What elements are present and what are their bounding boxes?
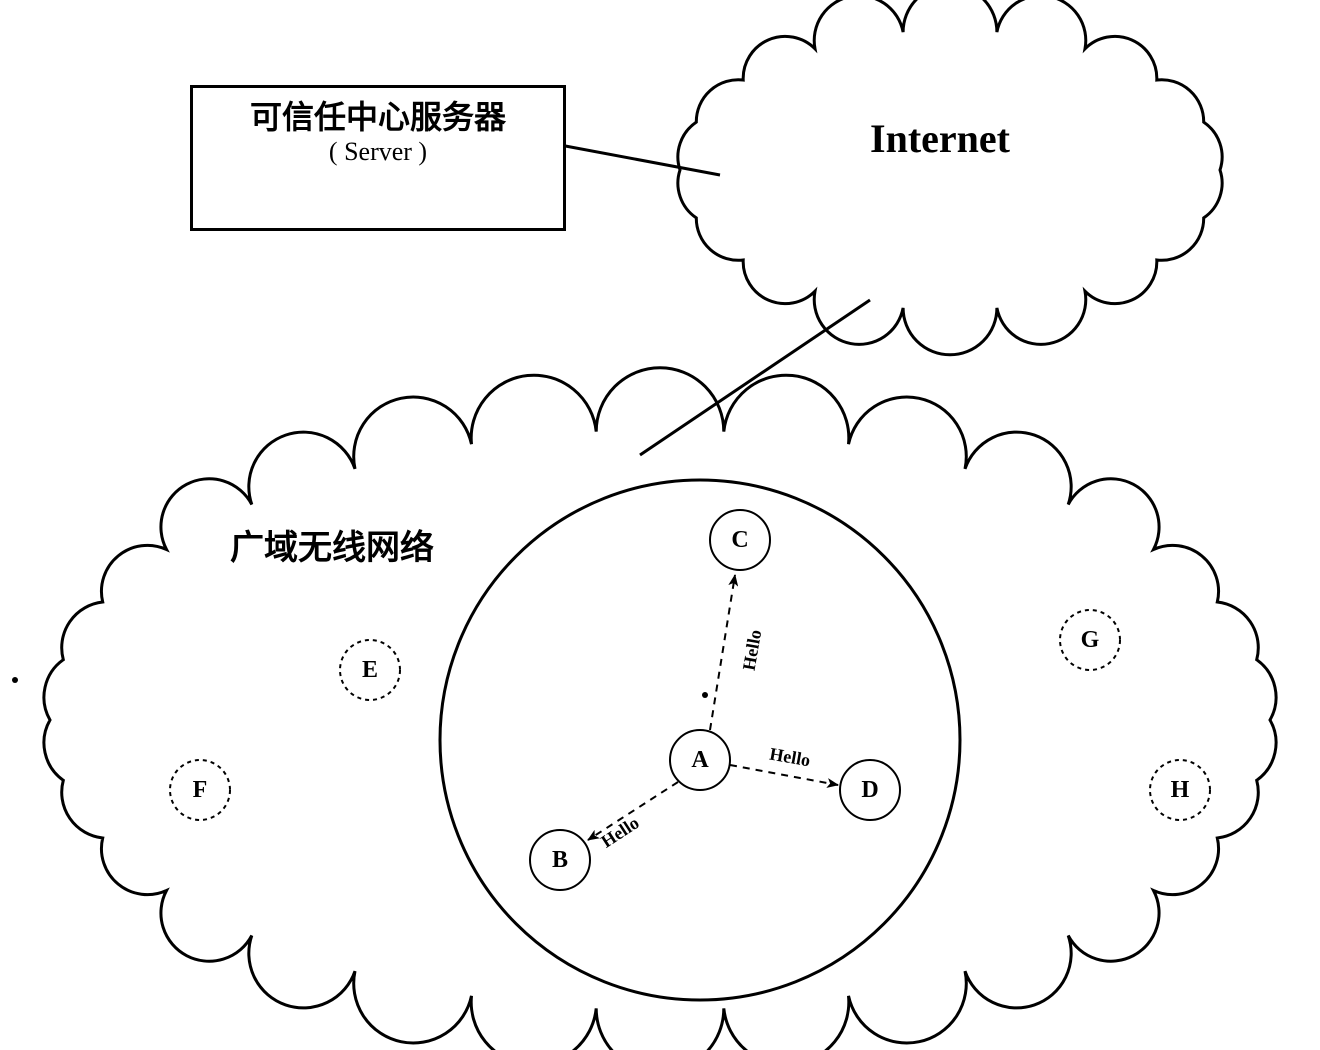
server-box-title: 可信任中心服务器 (193, 98, 563, 136)
hello-label: Hello (739, 628, 766, 672)
node-a: A (670, 730, 730, 790)
connection-line (640, 300, 870, 455)
node-g: G (1060, 610, 1120, 670)
hello-arrow (710, 575, 735, 730)
node-label: G (1081, 627, 1100, 653)
node-e: E (340, 640, 400, 700)
hello-arrow (730, 765, 838, 785)
node-label: D (861, 777, 878, 803)
connection-line (560, 145, 720, 175)
wan-cloud (44, 368, 1276, 1050)
hello-label: Hello (768, 744, 812, 771)
node-label: E (362, 657, 378, 683)
stray-dot (702, 692, 708, 698)
node-c: C (710, 510, 770, 570)
node-label: H (1171, 777, 1190, 803)
node-label: A (691, 747, 709, 773)
server-box: 可信任中心服务器 ( Server ) (190, 85, 566, 231)
server-box-subtitle: ( Server ) (193, 136, 563, 167)
node-label: F (193, 777, 208, 803)
internet-cloud-label: Internet (870, 115, 1010, 162)
node-d: D (840, 760, 900, 820)
wan-cloud-label: 广域无线网络 (230, 520, 434, 569)
node-label: B (552, 847, 568, 873)
node-h: H (1150, 760, 1210, 820)
internet-cloud (678, 0, 1222, 355)
stray-dot (12, 677, 18, 683)
node-b: B (530, 830, 590, 890)
node-label: C (731, 527, 748, 553)
node-f: F (170, 760, 230, 820)
